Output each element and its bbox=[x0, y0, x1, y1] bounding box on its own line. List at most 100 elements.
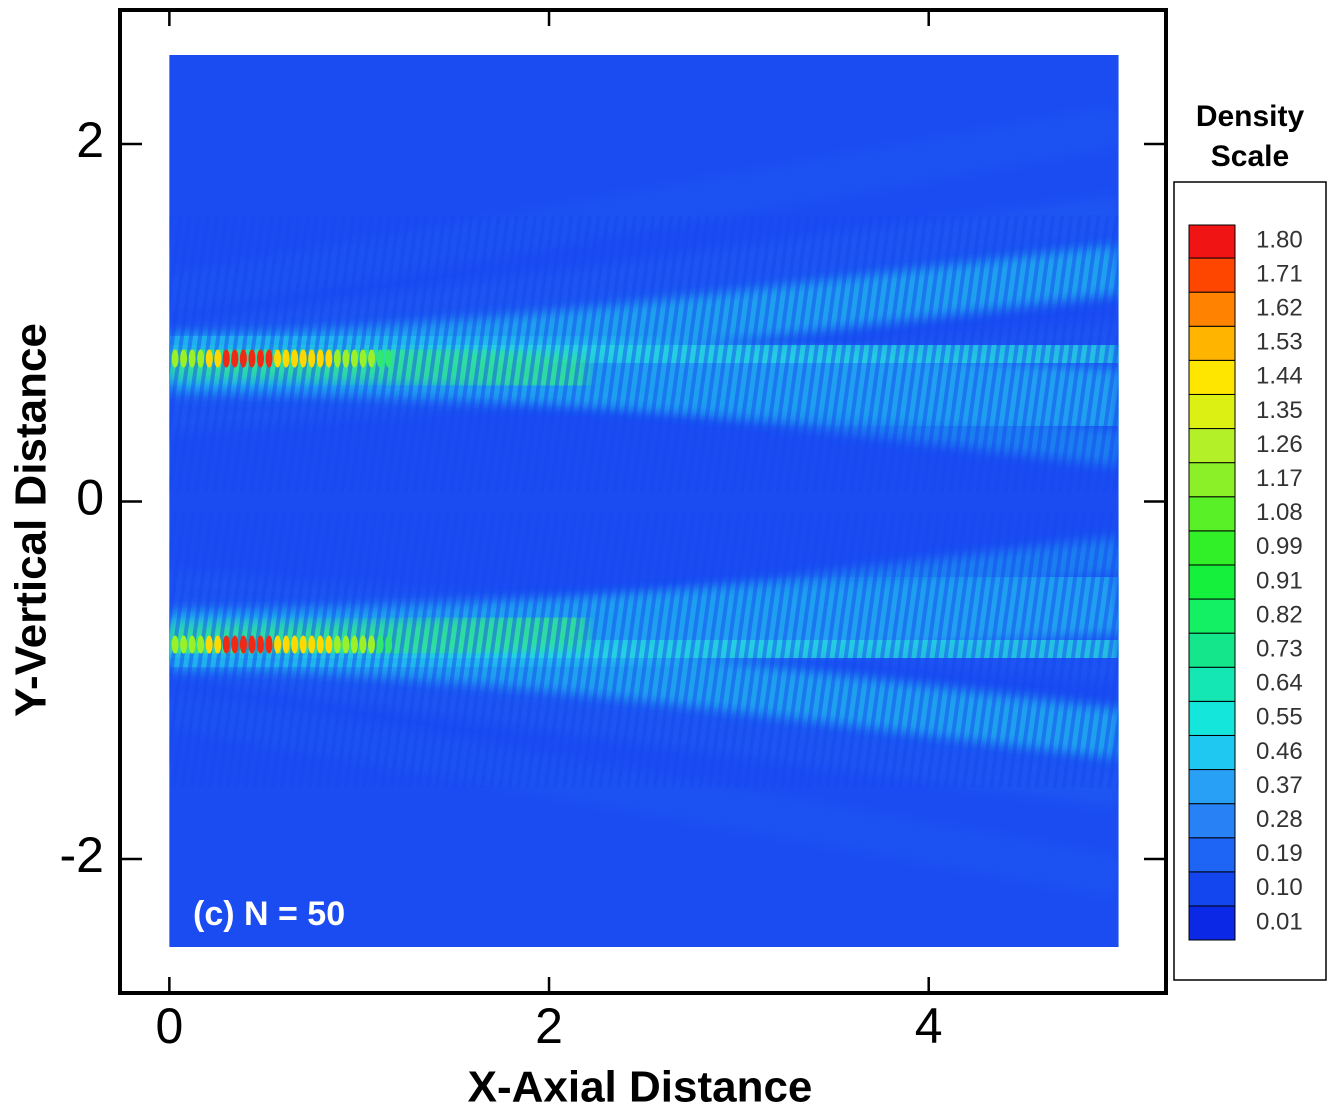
field-blob bbox=[197, 635, 205, 654]
colorbar-label: 1.44 bbox=[1256, 363, 1303, 390]
field-blob bbox=[239, 635, 247, 654]
field-blob bbox=[274, 349, 282, 368]
field-blob bbox=[188, 349, 196, 368]
field-blob bbox=[265, 635, 273, 654]
colorbar-swatch bbox=[1188, 700, 1236, 736]
colorbar-label: 1.80 bbox=[1256, 226, 1303, 253]
colorbar-label: 1.17 bbox=[1256, 465, 1303, 492]
x-tick-label: 0 bbox=[155, 998, 183, 1054]
field-blob bbox=[333, 349, 341, 368]
colorbar-label: 1.08 bbox=[1256, 499, 1303, 526]
field-blob bbox=[333, 635, 341, 654]
colorbar-swatch bbox=[1188, 803, 1236, 839]
field-blob bbox=[282, 635, 290, 654]
colorbar-swatch bbox=[1188, 462, 1236, 498]
colorbar-label: 1.53 bbox=[1256, 329, 1303, 356]
field-blob bbox=[248, 349, 256, 368]
colorbar-swatch bbox=[1188, 224, 1236, 259]
field-blob bbox=[274, 635, 282, 654]
field-blob bbox=[171, 349, 179, 368]
field-blob bbox=[239, 349, 247, 368]
colorbar-label: 1.71 bbox=[1256, 260, 1303, 287]
field-blob bbox=[265, 349, 273, 368]
field-blob bbox=[188, 635, 196, 654]
annotation: (c) N = 50 bbox=[193, 895, 345, 933]
field-blob bbox=[342, 349, 350, 368]
x-tick-label: 4 bbox=[915, 998, 943, 1054]
field-blob bbox=[256, 635, 264, 654]
colorbar-swatch bbox=[1188, 598, 1236, 634]
colorbar-swatch bbox=[1188, 632, 1236, 668]
colorbar-swatch bbox=[1188, 769, 1236, 805]
colorbar-label: 0.99 bbox=[1256, 533, 1303, 560]
colorbar-label: 0.37 bbox=[1256, 772, 1303, 799]
field-blob bbox=[256, 349, 264, 368]
colorbar-label: 0.19 bbox=[1256, 840, 1303, 867]
colorbar-label: 0.82 bbox=[1256, 601, 1303, 628]
colorbar-swatch bbox=[1188, 496, 1236, 532]
field-blob bbox=[385, 349, 393, 368]
field-blob bbox=[214, 349, 222, 368]
field-blob bbox=[342, 635, 350, 654]
colorbar-label: 0.64 bbox=[1256, 670, 1303, 697]
field-blob bbox=[359, 635, 367, 654]
density-field bbox=[169, 55, 1119, 947]
x-axis-label: X-Axial Distance bbox=[468, 1063, 813, 1112]
field-blob bbox=[291, 635, 299, 654]
colorbar-label: 0.10 bbox=[1256, 874, 1303, 901]
field-blob bbox=[316, 635, 324, 654]
field-blob bbox=[350, 349, 358, 368]
field-blob bbox=[308, 349, 316, 368]
colorbar-label: 1.35 bbox=[1256, 397, 1303, 424]
colorbar-swatch bbox=[1188, 291, 1236, 327]
field-blob bbox=[222, 349, 230, 368]
field-blob bbox=[282, 349, 290, 368]
colorbar-label: 0.01 bbox=[1256, 908, 1303, 935]
field-blob bbox=[231, 635, 239, 654]
colorbar-label: 0.91 bbox=[1256, 567, 1303, 594]
field-blob bbox=[171, 635, 179, 654]
colorbar-swatch bbox=[1188, 359, 1236, 395]
field-blob bbox=[359, 349, 367, 368]
field-blob bbox=[308, 635, 316, 654]
field-blob bbox=[325, 635, 333, 654]
colorbar-label: 0.46 bbox=[1256, 738, 1303, 765]
field-blob bbox=[376, 349, 384, 368]
y-tick-label: 2 bbox=[76, 112, 104, 168]
field-blob bbox=[368, 349, 376, 368]
field-blob bbox=[350, 635, 358, 654]
field-blob bbox=[197, 349, 205, 368]
y-tick-label: 0 bbox=[76, 470, 104, 526]
colorbar-title: Density bbox=[1196, 100, 1305, 133]
field-blob bbox=[205, 635, 213, 654]
colorbar-swatch bbox=[1188, 666, 1236, 702]
colorbar-swatch bbox=[1188, 428, 1236, 464]
field-background bbox=[169, 55, 1119, 947]
colorbar-label: 1.26 bbox=[1256, 431, 1303, 458]
field-blob bbox=[316, 349, 324, 368]
field-blob bbox=[291, 349, 299, 368]
colorbar-swatch bbox=[1188, 325, 1236, 361]
colorbar-label: 0.28 bbox=[1256, 806, 1303, 833]
y-axis-label: Y-Vertical Distance bbox=[7, 323, 56, 717]
field-blob bbox=[376, 635, 384, 654]
colorbar-swatch bbox=[1188, 257, 1236, 293]
colorbar-swatch bbox=[1188, 837, 1236, 873]
x-tick-label: 2 bbox=[535, 998, 563, 1054]
field-blob bbox=[205, 349, 213, 368]
y-tick-label: -2 bbox=[60, 827, 104, 883]
field-blob bbox=[214, 635, 222, 654]
colorbar-label: 0.55 bbox=[1256, 704, 1303, 731]
colorbar-swatch bbox=[1188, 871, 1236, 907]
field-blob bbox=[325, 349, 333, 368]
colorbar-swatch bbox=[1188, 564, 1236, 600]
field-blob bbox=[248, 635, 256, 654]
colorbar-swatch bbox=[1188, 530, 1236, 566]
field-blob bbox=[222, 635, 230, 654]
field-blob bbox=[368, 635, 376, 654]
colorbar-label: 1.62 bbox=[1256, 295, 1303, 322]
field-blob bbox=[231, 349, 239, 368]
colorbar-swatch bbox=[1188, 393, 1236, 430]
field-blob bbox=[299, 635, 307, 654]
